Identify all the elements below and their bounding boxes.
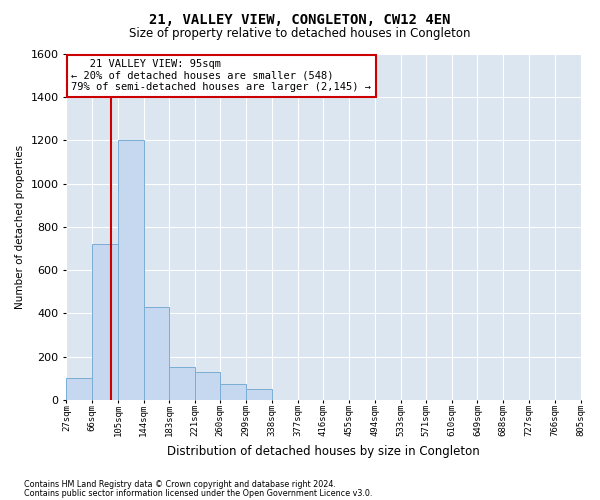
Bar — [143, 307, 169, 400]
Bar — [92, 244, 118, 400]
Text: Contains HM Land Registry data © Crown copyright and database right 2024.: Contains HM Land Registry data © Crown c… — [24, 480, 336, 489]
Text: Contains public sector information licensed under the Open Government Licence v3: Contains public sector information licen… — [24, 488, 373, 498]
Bar — [67, 378, 92, 400]
Text: Size of property relative to detached houses in Congleton: Size of property relative to detached ho… — [129, 28, 471, 40]
Text: 21 VALLEY VIEW: 95sqm
← 20% of detached houses are smaller (548)
79% of semi-det: 21 VALLEY VIEW: 95sqm ← 20% of detached … — [71, 59, 371, 92]
X-axis label: Distribution of detached houses by size in Congleton: Distribution of detached houses by size … — [167, 444, 480, 458]
Text: 21, VALLEY VIEW, CONGLETON, CW12 4EN: 21, VALLEY VIEW, CONGLETON, CW12 4EN — [149, 12, 451, 26]
Bar — [169, 368, 195, 400]
Bar — [118, 140, 143, 400]
Bar — [194, 372, 220, 400]
Y-axis label: Number of detached properties: Number of detached properties — [15, 145, 25, 309]
Bar — [246, 389, 272, 400]
Bar — [220, 384, 246, 400]
